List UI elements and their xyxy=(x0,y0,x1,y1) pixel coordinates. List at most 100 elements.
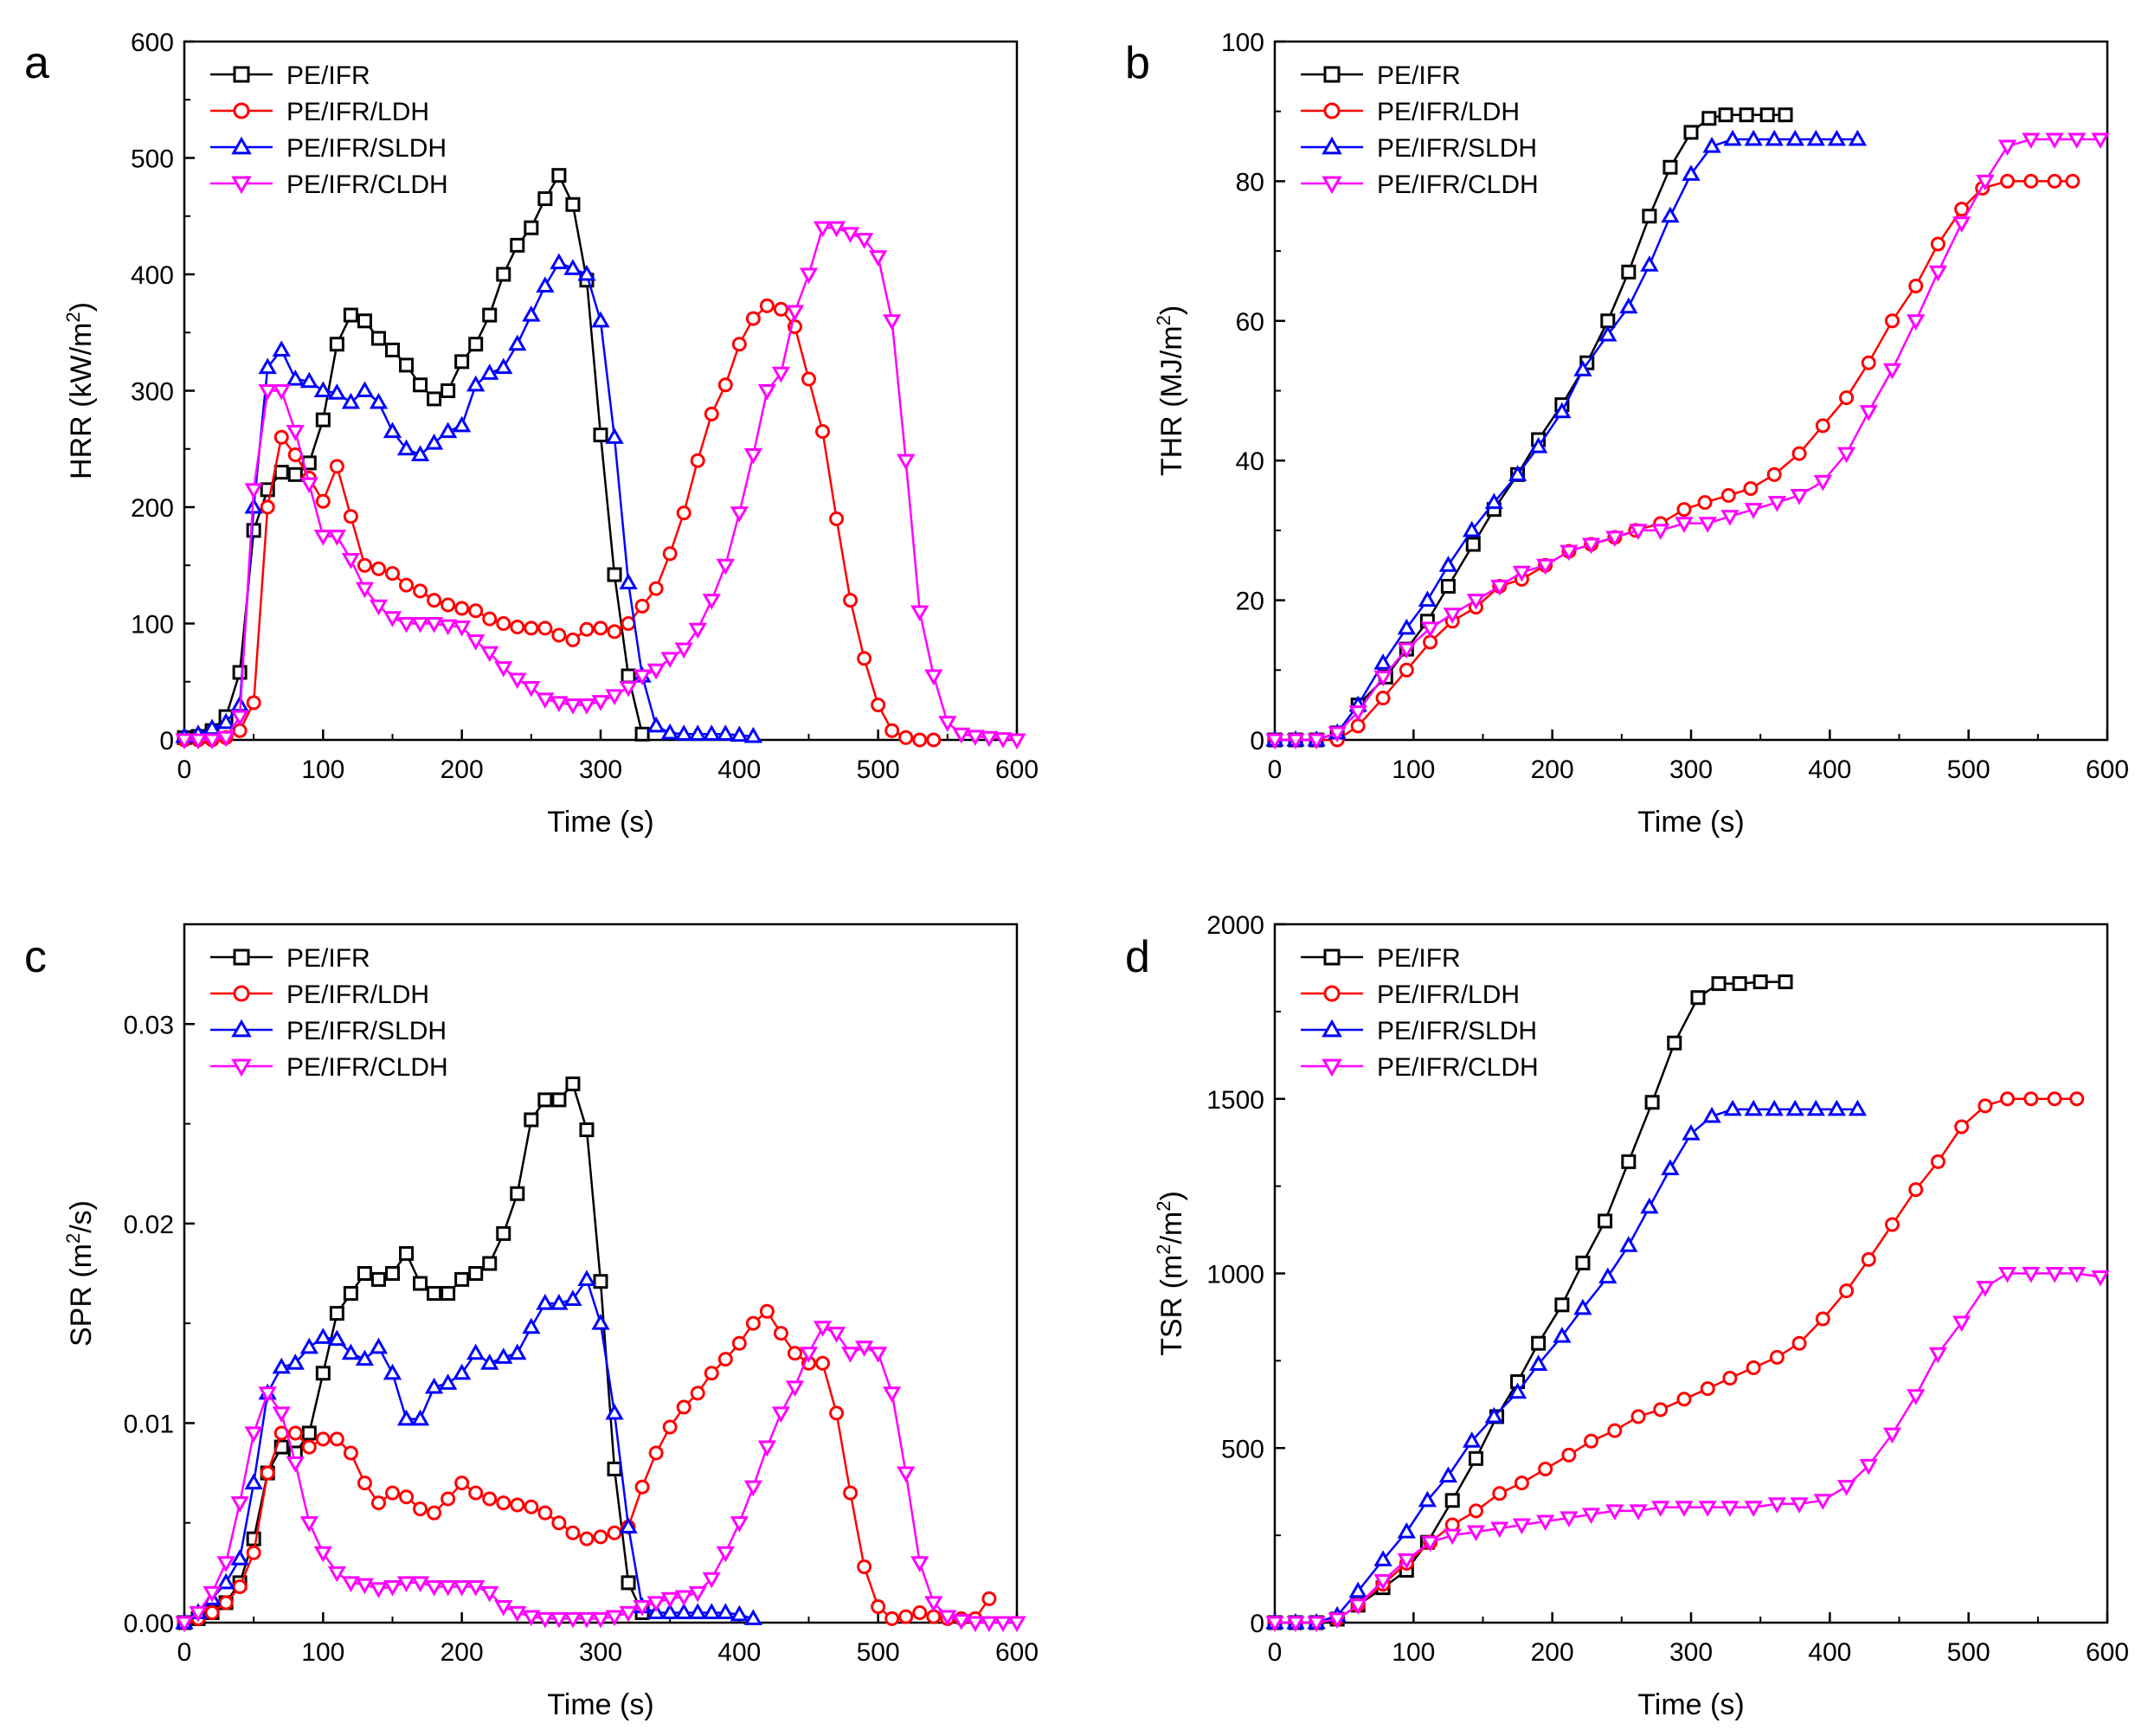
data-point-pe-ifr-ldh xyxy=(385,566,400,582)
data-point-pe-ifr-sldh xyxy=(1723,129,1742,146)
data-point-pe-ifr-cldh xyxy=(646,663,666,680)
data-point-pe-ifr-sldh xyxy=(1744,1099,1763,1116)
data-point-pe-ifr-cldh xyxy=(355,1578,375,1595)
data-point-pe-ifr-ldh xyxy=(385,1485,400,1501)
data-point-pe-ifr xyxy=(1778,974,1793,990)
data-point-pe-ifr-cldh xyxy=(1744,1501,1763,1517)
data-point-pe-ifr-cldh xyxy=(244,483,263,499)
data-point-pe-ifr-cldh xyxy=(688,1585,707,1603)
data-point-pe-ifr xyxy=(593,428,608,443)
data-point-pe-ifr-sldh xyxy=(480,363,499,380)
data-point-pe-ifr-ldh xyxy=(1954,1119,1970,1135)
data-point-pe-ifr-cldh xyxy=(1581,537,1601,555)
data-point-pe-ifr-sldh xyxy=(1484,492,1503,510)
data-point-pe-ifr-sldh xyxy=(1723,1099,1742,1116)
data-point-pe-ifr-ldh xyxy=(731,337,747,352)
data-point-pe-ifr-cldh xyxy=(1928,1347,1948,1364)
y-tick-label-a: 500 xyxy=(131,145,174,174)
data-point-pe-ifr-ldh xyxy=(1584,1433,1599,1449)
y-tick-label-b: 60 xyxy=(1236,308,1264,337)
data-point-pe-ifr-cldh xyxy=(897,453,916,471)
data-point-pe-ifr-sldh xyxy=(536,276,555,293)
data-point-pe-ifr-cldh xyxy=(341,552,361,569)
y-axis-label-a: HRR (kW/m2) xyxy=(62,302,98,479)
data-point-pe-ifr-sldh xyxy=(258,357,277,375)
data-point-pe-ifr-ldh xyxy=(759,1303,775,1319)
x-tick-label-c: 0 xyxy=(177,1638,192,1667)
data-point-pe-ifr-sldh xyxy=(508,1343,527,1360)
data-point-pe-ifr-cldh xyxy=(369,1582,389,1598)
data-point-pe-ifr-ldh xyxy=(1700,1381,1715,1397)
data-point-pe-ifr-ldh xyxy=(815,424,831,440)
y-axis-label-superscript: 2 xyxy=(1153,1200,1174,1211)
data-point-pe-ifr-ldh xyxy=(1538,1461,1553,1476)
data-point-pe-ifr xyxy=(232,665,248,680)
data-point-pe-ifr-cldh xyxy=(1767,1497,1787,1514)
data-point-pe-ifr-ldh xyxy=(260,499,275,515)
data-point-pe-ifr-cldh xyxy=(826,1327,846,1343)
y-tick-label-c: 0.03 xyxy=(124,1011,174,1039)
data-point-pe-ifr-cldh xyxy=(1859,405,1878,421)
y-tick-label-d: 1500 xyxy=(1206,1086,1264,1115)
data-point-pe-ifr-cldh xyxy=(383,611,402,627)
data-point-pe-ifr-ldh xyxy=(801,371,816,387)
data-point-pe-ifr-ldh xyxy=(607,624,622,640)
legend-label-pe-ifr-cldh: PE/IFR/CLDH xyxy=(286,170,448,199)
data-point-pe-ifr-cldh xyxy=(2068,132,2087,150)
x-axis-label-c: Time (s) xyxy=(547,1688,653,1721)
data-point-pe-ifr-sldh xyxy=(674,1603,693,1620)
data-point-pe-ifr-cldh xyxy=(216,730,235,748)
data-point-pe-ifr-cldh xyxy=(910,605,929,622)
data-point-pe-ifr-cldh xyxy=(591,695,610,711)
data-point-pe-ifr-ldh xyxy=(1839,390,1855,406)
data-point-pe-ifr-sldh xyxy=(591,1314,610,1330)
data-point-pe-ifr-ldh xyxy=(1954,202,1970,217)
data-point-pe-ifr-cldh xyxy=(1560,544,1579,562)
data-point-pe-ifr-ldh xyxy=(315,1431,331,1447)
data-point-pe-ifr-ldh xyxy=(1791,1335,1807,1351)
y-tick-label-c: 0.01 xyxy=(124,1410,174,1438)
data-point-pe-ifr-sldh xyxy=(1765,1099,1784,1116)
data-point-pe-ifr-ldh xyxy=(759,298,775,313)
data-point-pe-ifr-cldh xyxy=(1813,474,1832,492)
data-point-pe-ifr-cldh xyxy=(327,1566,347,1583)
data-point-pe-ifr-cldh xyxy=(1605,1504,1624,1521)
data-point-pe-ifr-cldh xyxy=(410,1576,430,1592)
data-point-pe-ifr-cldh xyxy=(1420,621,1440,638)
data-point-pe-ifr-cldh xyxy=(536,692,555,709)
data-point-pe-ifr-ldh xyxy=(1653,1402,1669,1418)
data-point-pe-ifr-ldh xyxy=(676,505,691,521)
data-point-pe-ifr-sldh xyxy=(313,381,332,398)
legend-label-pe-ifr-sldh: PE/IFR/SLDH xyxy=(286,134,447,163)
data-point-pe-ifr-cldh xyxy=(1560,1511,1579,1528)
y-tick-label-c: 0.02 xyxy=(124,1211,174,1239)
data-point-pe-ifr-cldh xyxy=(854,1341,874,1357)
data-point-pe-ifr-ldh xyxy=(2069,1091,2085,1107)
data-point-pe-ifr-ldh xyxy=(1720,488,1736,504)
data-point-pe-ifr-ldh xyxy=(1743,480,1759,496)
data-point-pe-ifr xyxy=(1683,125,1699,140)
x-tick-label-c: 300 xyxy=(579,1638,622,1667)
data-point-pe-ifr-cldh xyxy=(716,558,735,575)
data-point-pe-ifr-ldh xyxy=(399,1489,415,1505)
data-point-pe-ifr-ldh xyxy=(1630,1409,1646,1424)
data-point-pe-ifr-cldh xyxy=(605,1610,624,1627)
legend-label-pe-ifr-cldh: PE/IFR/CLDH xyxy=(1377,1053,1539,1082)
data-point-pe-ifr-ldh xyxy=(1399,662,1414,678)
data-point-pe-ifr-cldh xyxy=(1536,1514,1555,1532)
x-tick-label-c: 600 xyxy=(995,1638,1039,1667)
data-point-pe-ifr-ldh xyxy=(565,632,581,647)
data-point-pe-ifr-cldh xyxy=(660,1591,679,1609)
y-tick-label-d: 2000 xyxy=(1206,911,1264,940)
data-point-pe-ifr-sldh xyxy=(1484,1406,1503,1424)
data-point-pe-ifr-sldh xyxy=(299,371,318,389)
data-point-pe-ifr-cldh xyxy=(1859,1458,1878,1476)
data-point-pe-ifr xyxy=(1752,974,1768,990)
data-point-pe-ifr-cldh xyxy=(924,1596,943,1613)
data-point-pe-ifr-sldh xyxy=(341,1343,361,1360)
data-point-pe-ifr-ldh xyxy=(912,1604,928,1620)
chart-panel-a: 0 100 200 300 400 500 600 0 100 200 300 400 500 600 Ti… xyxy=(62,29,1039,839)
data-point-pe-ifr-ldh xyxy=(857,651,872,666)
data-point-pe-ifr xyxy=(329,1306,344,1321)
y-tick-label-b: 80 xyxy=(1236,168,1264,196)
